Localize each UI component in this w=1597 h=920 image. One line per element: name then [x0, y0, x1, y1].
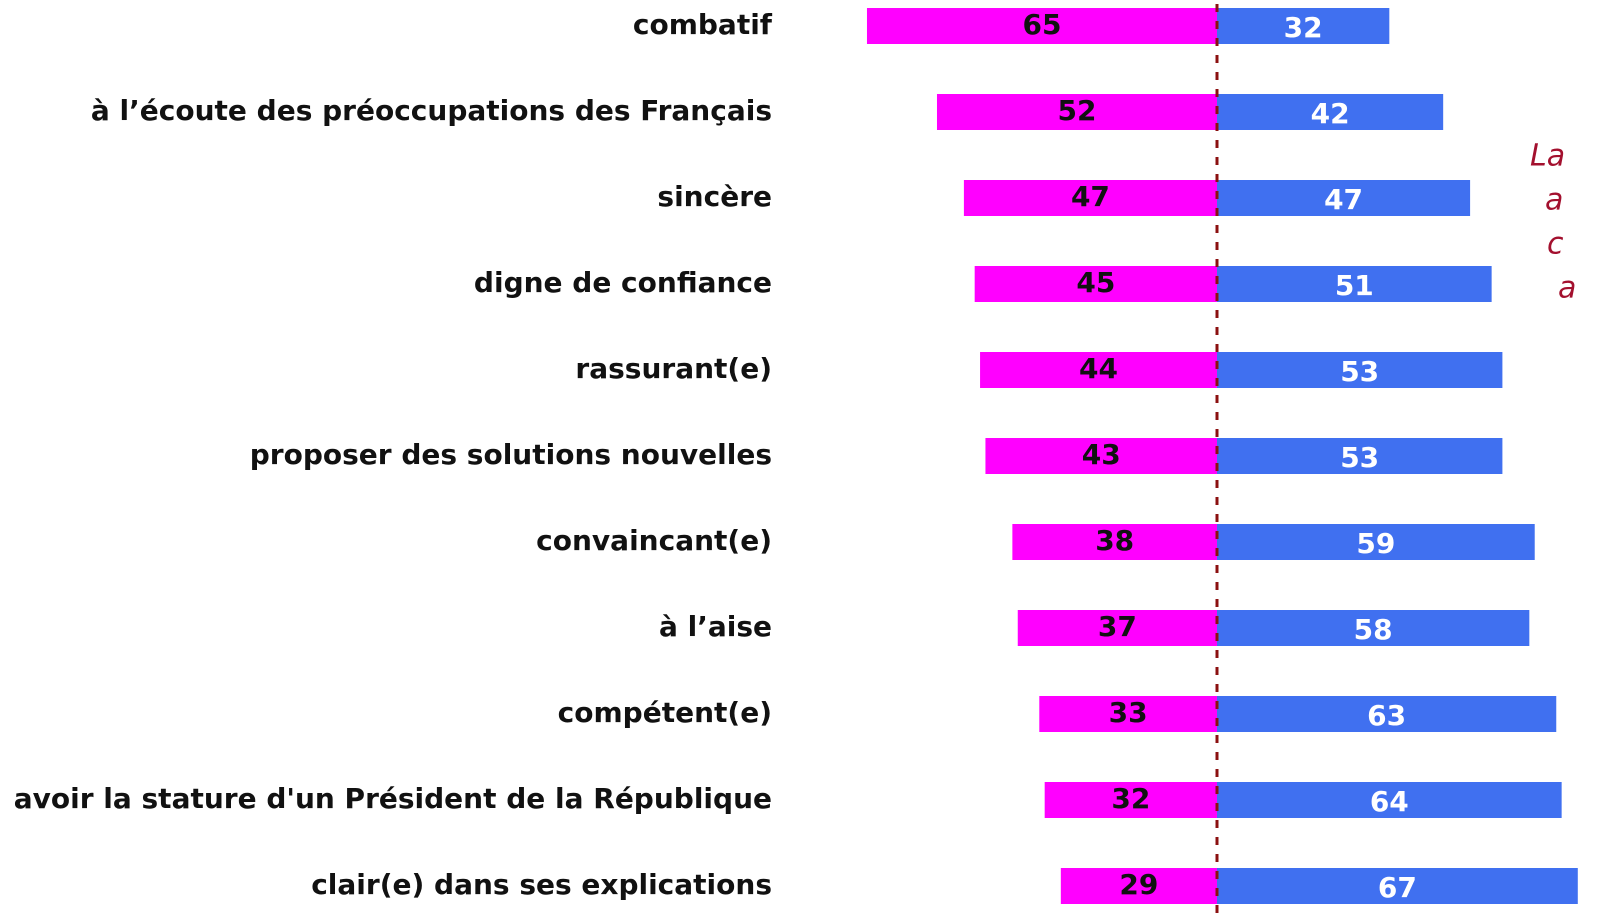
- value-label: 44: [1079, 352, 1118, 385]
- bar: [936, 94, 1217, 130]
- category-label: sincère: [657, 180, 772, 213]
- category-label: à l’aise: [659, 610, 772, 643]
- category-label: rassurant(e): [575, 352, 772, 385]
- bar: [1217, 610, 1530, 646]
- bar: [1217, 266, 1492, 302]
- bar: [1217, 438, 1503, 474]
- bar: [974, 266, 1217, 302]
- annotation: a: [1545, 183, 1563, 218]
- value-label: 67: [1378, 871, 1417, 904]
- value-label: 53: [1340, 355, 1379, 388]
- value-label: 33: [1109, 696, 1148, 729]
- value-label: 47: [1324, 183, 1363, 216]
- bar: [1217, 94, 1444, 130]
- category-label: digne de confiance: [474, 266, 772, 299]
- value-label: 29: [1119, 868, 1158, 901]
- value-label: 47: [1071, 180, 1110, 213]
- bar: [1017, 610, 1217, 646]
- bar: [1217, 782, 1562, 818]
- category-label: clair(e) dans ses explications: [311, 868, 772, 901]
- category-label: combatif: [633, 8, 773, 41]
- annotation: c: [1547, 227, 1564, 262]
- category-label: avoir la stature d'un Président de la Ré…: [14, 782, 772, 815]
- bar: [963, 180, 1217, 216]
- value-label: 64: [1370, 785, 1409, 818]
- bar: [1060, 868, 1217, 904]
- bar: [1217, 180, 1471, 216]
- value-label: 45: [1076, 266, 1115, 299]
- category-label: compétent(e): [558, 696, 772, 729]
- bar: [985, 438, 1217, 474]
- bar: [1012, 524, 1217, 560]
- annotation: La: [1530, 139, 1565, 174]
- bar: [1044, 782, 1217, 818]
- value-label: 42: [1311, 97, 1350, 130]
- bar: [1217, 868, 1578, 904]
- value-label: 32: [1284, 11, 1323, 44]
- bar: [980, 352, 1217, 388]
- value-label: 32: [1111, 782, 1150, 815]
- value-label: 51: [1335, 269, 1374, 302]
- bar: [1217, 696, 1557, 732]
- value-label: 53: [1340, 441, 1379, 474]
- value-label: 38: [1095, 524, 1134, 557]
- value-label: 65: [1023, 8, 1062, 41]
- annotation: a: [1558, 271, 1576, 306]
- value-label: 58: [1354, 613, 1393, 646]
- value-label: 52: [1058, 94, 1097, 127]
- bar: [1217, 8, 1390, 44]
- category-label: convaincant(e): [536, 524, 772, 557]
- bar: [866, 8, 1217, 44]
- bar: [1039, 696, 1217, 732]
- value-label: 59: [1356, 527, 1395, 560]
- bar: [1217, 524, 1535, 560]
- category-label: proposer des solutions nouvelles: [250, 438, 772, 471]
- value-label: 43: [1082, 438, 1121, 471]
- value-label: 63: [1367, 699, 1406, 732]
- category-label: à l’écoute des préoccupations des França…: [91, 94, 772, 127]
- bar: [1217, 352, 1503, 388]
- value-label: 37: [1098, 610, 1137, 643]
